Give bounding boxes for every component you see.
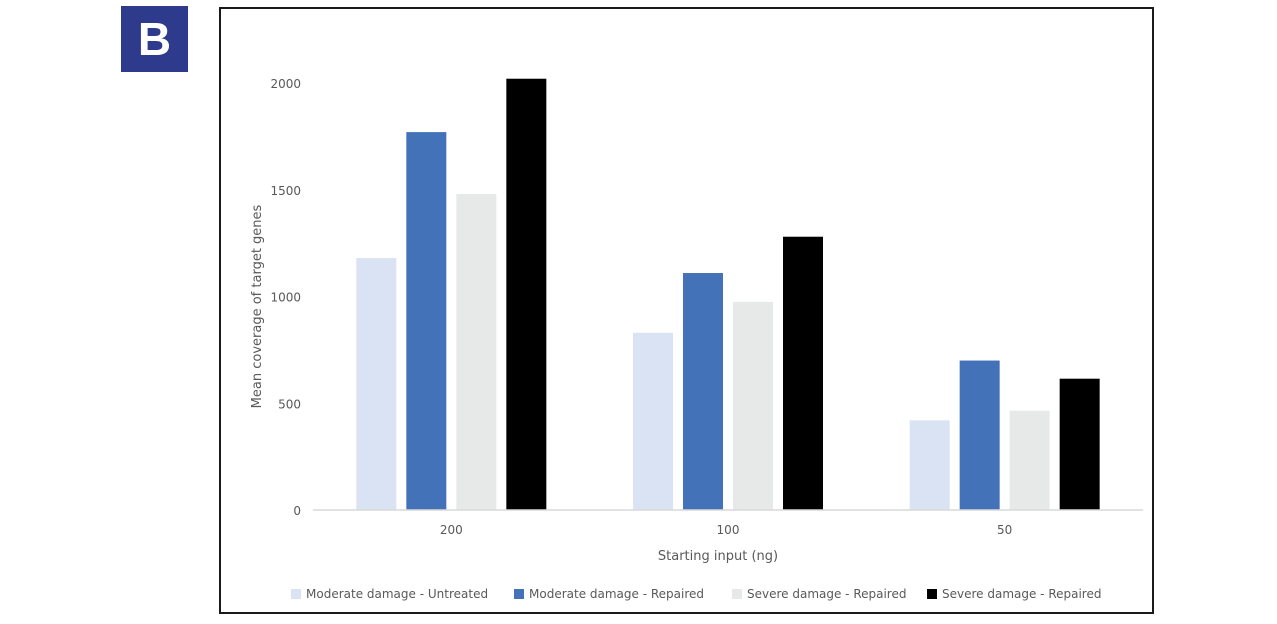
x-tick-label: 200 <box>440 523 463 537</box>
x-tick-label: 50 <box>997 523 1012 537</box>
panel-label: B <box>121 6 188 72</box>
bar <box>406 132 447 510</box>
bar <box>456 194 497 510</box>
y-tick-label: 0 <box>293 504 301 518</box>
bar <box>733 301 773 510</box>
legend-label: Severe damage - Repaired <box>747 587 906 601</box>
y-tick-label: 500 <box>278 397 301 411</box>
bar <box>1059 378 1100 510</box>
bar <box>783 236 823 510</box>
legend: Moderate damage - Untreated Moderate dama… <box>291 587 1101 601</box>
bar <box>909 420 950 510</box>
bars <box>356 78 1100 510</box>
y-tick-label: 2000 <box>270 77 301 91</box>
y-axis-label: Mean coverage of target genes <box>250 204 265 408</box>
legend-swatch <box>514 589 524 599</box>
legend-swatch <box>927 589 937 599</box>
y-tick-label: 1000 <box>270 291 301 305</box>
y-tick-label: 1500 <box>270 184 301 198</box>
x-tick-label: 100 <box>717 523 740 537</box>
legend-swatch <box>291 589 301 599</box>
x-axis-ticks: 200 100 50 <box>440 523 1012 537</box>
legend-label: Moderate damage - Untreated <box>306 587 488 601</box>
bar <box>1009 410 1050 510</box>
x-axis-label: Starting input (ng) <box>658 549 778 564</box>
bar <box>506 78 547 510</box>
y-axis-ticks: 0 500 1000 1500 2000 <box>270 77 301 518</box>
bar <box>633 332 673 510</box>
legend-swatch <box>732 589 742 599</box>
bar <box>356 258 397 510</box>
bar <box>959 360 1000 510</box>
legend-label: Severe damage - Repaired <box>942 587 1101 601</box>
chart-frame: 0 500 1000 1500 2000 200 100 50 Mean coverage … <box>219 7 1154 614</box>
bar-chart: 0 500 1000 1500 2000 200 100 50 Mean coverage … <box>250 77 1143 601</box>
legend-label: Moderate damage - Repaired <box>529 587 704 601</box>
bar <box>683 273 723 510</box>
